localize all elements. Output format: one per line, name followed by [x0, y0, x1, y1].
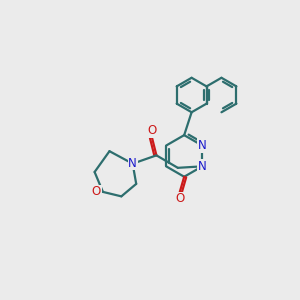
Text: O: O	[147, 124, 157, 137]
Text: O: O	[175, 192, 184, 205]
Text: O: O	[92, 185, 101, 198]
Text: N: N	[128, 157, 137, 169]
Text: N: N	[198, 160, 207, 173]
Text: N: N	[198, 139, 207, 152]
